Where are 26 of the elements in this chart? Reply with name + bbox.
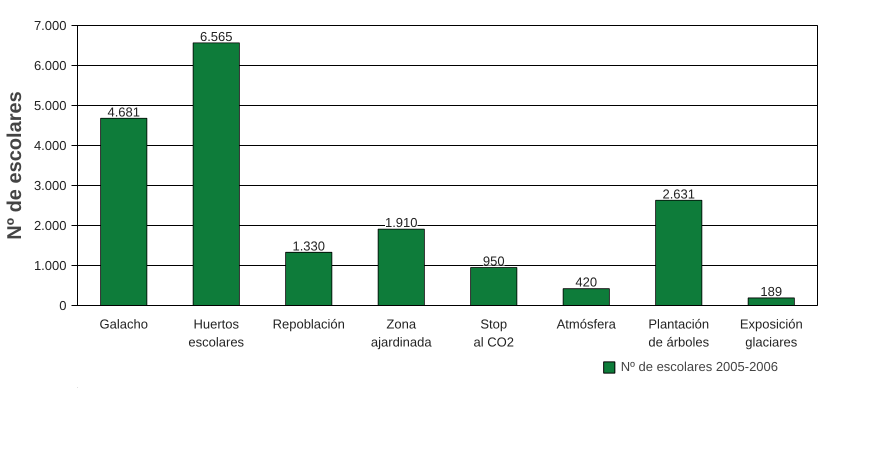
x-tick-label: Zona ajardinada: [370, 316, 432, 350]
y-tick-label: 2.000: [34, 218, 67, 233]
x-tick-label: Exposición glaciares: [740, 316, 803, 350]
y-axis-title: Nº de escolares: [4, 91, 26, 240]
x-tick-label: Galacho: [100, 316, 148, 332]
data-label: 1.330: [292, 238, 326, 254]
data-label: 6.565: [200, 28, 233, 44]
data-label: 1.910: [384, 215, 418, 230]
data-label: 950: [482, 254, 505, 268]
x-tick-label: Stop al CO2: [474, 316, 514, 350]
data-label: 2.631: [662, 186, 696, 202]
x-tick-label: Huertos escolares: [188, 316, 245, 350]
y-tick-label: 7.000: [34, 18, 67, 33]
legend-label: Nº de escolares 2005-2006: [620, 359, 778, 374]
data-label: 420: [575, 274, 598, 290]
data-label: 189: [760, 284, 782, 299]
x-tick-label: Atmósfera: [556, 316, 617, 332]
y-tick-label: 5.000: [34, 98, 67, 113]
x-tick-label: Plantación de árboles: [648, 316, 710, 350]
x-tick-label: Repoblación: [272, 316, 345, 332]
y-tick-label: 0: [59, 298, 67, 313]
y-tick-label: 3.000: [34, 178, 67, 193]
y-tick-label: 4.000: [34, 138, 67, 153]
y-tick-label: 6.000: [34, 58, 67, 73]
y-tick-label: 1.000: [34, 258, 67, 273]
data-label: 4.681: [107, 104, 140, 120]
